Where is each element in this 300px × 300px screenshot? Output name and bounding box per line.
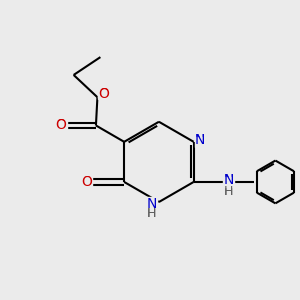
Text: O: O xyxy=(81,175,92,189)
Text: N: N xyxy=(146,196,157,211)
Bar xyxy=(81,177,92,187)
Bar xyxy=(56,121,67,130)
Bar xyxy=(223,177,234,187)
Text: O: O xyxy=(56,118,67,133)
Text: O: O xyxy=(56,118,67,133)
Text: O: O xyxy=(98,87,110,101)
Bar xyxy=(146,197,157,207)
Text: N: N xyxy=(195,133,206,147)
Text: H: H xyxy=(224,185,233,198)
Text: O: O xyxy=(81,175,92,189)
Text: H: H xyxy=(147,207,156,220)
Text: N: N xyxy=(224,173,234,188)
Text: H: H xyxy=(224,185,233,198)
Text: N: N xyxy=(195,133,206,147)
Bar xyxy=(98,89,110,99)
Text: H: H xyxy=(147,207,156,220)
Text: N: N xyxy=(146,196,157,211)
Text: N: N xyxy=(224,173,234,188)
Bar xyxy=(195,137,206,147)
Text: O: O xyxy=(98,87,110,101)
